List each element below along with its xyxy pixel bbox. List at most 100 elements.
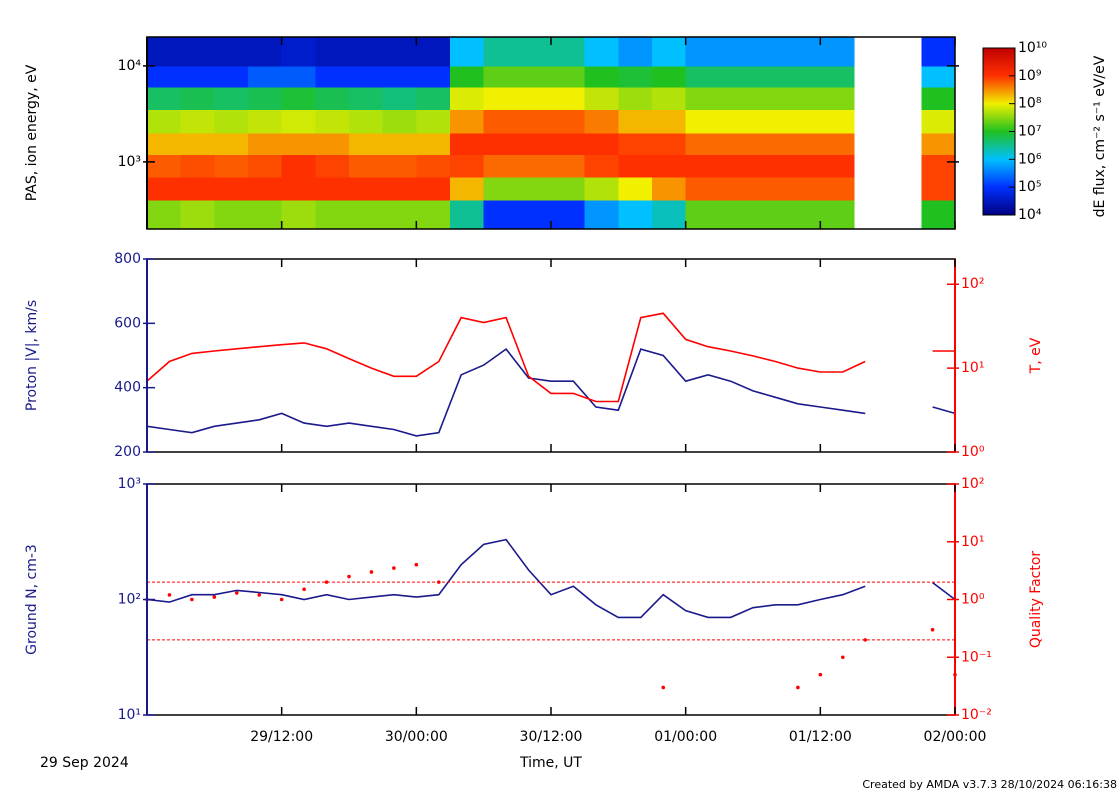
spectrogram-cell	[786, 37, 821, 67]
spectrogram-cell	[719, 37, 754, 67]
spectrogram-cell	[281, 65, 316, 88]
data-dot	[324, 580, 329, 584]
spectrogram-cell	[685, 200, 720, 230]
spectrogram-cell	[719, 200, 754, 230]
spectrogram-cell	[719, 133, 754, 155]
spectrogram-cell	[147, 37, 182, 67]
spectrogram-cell	[214, 176, 249, 201]
spectrogram-cell	[753, 176, 788, 201]
panel-frame	[146, 258, 956, 453]
spectrogram-cell	[214, 154, 249, 178]
colorbar-tick-label: 10⁹	[1018, 68, 1042, 84]
data-dot	[796, 685, 800, 690]
spectrogram-cell	[551, 109, 586, 134]
x-tick-label: 30/00:00	[385, 729, 448, 745]
spectrogram-cell	[685, 154, 720, 178]
spectrogram-cell	[483, 37, 518, 67]
spectrogram-cell	[652, 154, 687, 178]
y2-axis-label: Quality Factor	[1028, 551, 1044, 649]
spectrogram-cell	[921, 200, 956, 230]
data-dot	[167, 593, 172, 597]
y2-tick-label: 10²	[961, 476, 984, 492]
spectrogram-cell	[753, 37, 788, 67]
spectrogram-cell	[180, 65, 215, 88]
spectrogram-cell	[315, 133, 350, 155]
colorbar-tick-label: 10⁶	[1018, 151, 1042, 167]
spectrogram-cell	[450, 37, 485, 67]
spectrogram-cell	[382, 133, 417, 155]
colorbar-tick-label: 10⁴	[1018, 207, 1042, 223]
y-tick-label: 10³	[118, 154, 141, 170]
data-dot	[930, 627, 935, 632]
y2-tick-label: 10⁻²	[961, 707, 992, 723]
spectrogram-cell	[248, 200, 283, 230]
spectrogram-cell	[483, 65, 518, 88]
spectrogram-cell	[281, 87, 316, 111]
data-dot	[190, 597, 194, 602]
credit: Created by AMDA v3.7.3 28/10/2024 06:16:…	[862, 778, 1117, 791]
spectrogram-cell	[382, 87, 417, 111]
spectrogram-cell	[786, 200, 821, 230]
data-dot	[818, 672, 823, 677]
spectrogram-cell	[584, 200, 619, 230]
spectrogram-cell	[315, 37, 350, 67]
spectrogram-cell	[652, 109, 687, 134]
spectrogram-cell	[349, 154, 384, 178]
spectrogram-cell	[248, 133, 283, 155]
spectrogram-cell	[315, 87, 350, 111]
spectrogram-cell	[618, 133, 653, 155]
spectrogram-cell	[820, 109, 855, 134]
spectrogram-cell	[584, 176, 619, 201]
spectrogram-cell	[180, 176, 215, 201]
spectrogram-cell	[786, 109, 821, 134]
spectrogram-cell	[382, 37, 417, 67]
spectrogram-cell	[416, 133, 451, 155]
spectrogram-cell	[416, 37, 451, 67]
data-dot	[414, 562, 419, 567]
spectrogram-cell	[248, 109, 283, 134]
y-axis-label: Ground N, cm-3	[24, 544, 40, 655]
spectrogram-cell	[719, 176, 754, 201]
spectrogram-cell	[214, 87, 249, 111]
data-dot	[234, 591, 239, 595]
spectrogram-cell	[214, 109, 249, 134]
spectrogram-cell	[248, 154, 283, 178]
spectrogram-cell	[281, 37, 316, 67]
spectrogram-cell	[753, 87, 788, 111]
y-axis-label: PAS, ion energy, eV	[24, 64, 40, 201]
spectrogram-cell	[315, 176, 350, 201]
y2-tick-label: 10⁰	[961, 444, 985, 460]
spectrogram-cell	[180, 133, 215, 155]
spectrogram-cell	[147, 65, 182, 88]
spectrogram-cell	[719, 87, 754, 111]
spectrogram-cell	[786, 87, 821, 111]
spectrogram-cell	[349, 37, 384, 67]
spectrogram-cell	[248, 176, 283, 201]
spectrogram-cell	[180, 109, 215, 134]
spectrogram-cell	[450, 200, 485, 230]
spectrogram-cell	[652, 87, 687, 111]
spectrogram-cell	[921, 133, 956, 155]
spectrogram-cell	[551, 154, 586, 178]
spectrogram-cell	[921, 37, 956, 67]
spectrogram-cell	[921, 109, 956, 134]
spectrogram-cell	[551, 65, 586, 88]
data-dot	[302, 587, 306, 592]
spectrogram-cell	[753, 65, 788, 88]
spectrogram-cell	[382, 154, 417, 178]
spectrogram-cell	[584, 37, 619, 67]
spectrogram-cell	[416, 176, 451, 201]
spectrogram-cell	[551, 37, 586, 67]
y2-tick-label: 10⁰	[961, 592, 985, 608]
spectrogram-cell	[820, 37, 855, 67]
spectrogram-cell	[685, 37, 720, 67]
spectrogram-cell	[921, 87, 956, 111]
x-tick-label: 01/00:00	[654, 729, 717, 745]
y2-axis-label: T, eV	[1028, 337, 1044, 374]
spectrogram-cell	[820, 200, 855, 230]
spectrogram-cell	[483, 109, 518, 134]
spectrogram-cell	[248, 37, 283, 67]
data-dot	[279, 597, 284, 602]
spectrogram-cell	[450, 87, 485, 111]
